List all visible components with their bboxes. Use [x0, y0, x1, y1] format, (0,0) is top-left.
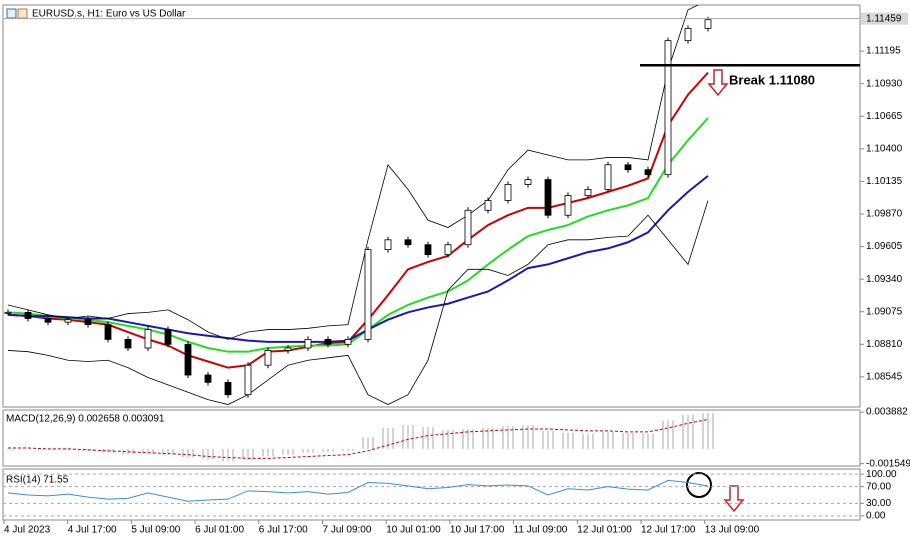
break-label: Break 1.11080	[729, 73, 815, 88]
candle	[204, 374, 212, 383]
y-tick-label: -0.001549	[866, 458, 910, 469]
candle	[544, 179, 552, 216]
x-tick-label: 7 Jul 09:00	[323, 525, 372, 536]
overlay: Break 1.11080	[640, 63, 860, 88]
x-tick-label: 11 Jul 09:00	[514, 525, 568, 536]
candle	[664, 40, 672, 176]
y-tick-label: 1.08545	[866, 372, 903, 383]
y-tick-label: 0.003882	[866, 407, 908, 418]
candle	[704, 19, 712, 29]
candle	[504, 184, 512, 201]
candle	[564, 195, 572, 216]
candle	[284, 347, 292, 351]
candle	[584, 189, 592, 196]
indicator-line	[7, 71, 709, 369]
candle	[84, 319, 92, 326]
main-panel-frame	[2, 4, 861, 408]
indicator-line	[7, 175, 709, 343]
x-tick-label: 10 Jul 17:00	[450, 525, 505, 536]
candle	[424, 244, 432, 255]
y-tick-label: 70.00	[866, 481, 891, 492]
candle	[644, 169, 652, 176]
y-tick-label: 1.11195	[866, 46, 901, 57]
candle	[184, 343, 192, 376]
y-tick-label: 1.09870	[866, 209, 903, 220]
indicator-line	[8, 419, 709, 459]
x-tick-label: 5 Jul 09:00	[131, 525, 180, 536]
x-tick-label: 10 Jul 01:00	[386, 525, 441, 536]
candle	[404, 239, 412, 246]
candle	[484, 200, 492, 211]
macd-panel-frame	[2, 409, 861, 467]
y-tick-label: 0.00	[866, 510, 886, 521]
candle	[124, 338, 132, 349]
x-tick-label: 12 Jul 17:00	[641, 525, 696, 536]
y-tick-label: 30.00	[866, 498, 891, 509]
indicator-line	[7, 479, 709, 502]
rsi-title: RSI(14) 71.55	[6, 475, 69, 486]
current-price-box	[861, 12, 908, 25]
candle	[224, 382, 232, 396]
y-tick-label: 1.10135	[866, 176, 903, 187]
candle	[24, 311, 32, 319]
candle	[64, 319, 72, 323]
candle	[464, 209, 472, 246]
x-tick-label: 4 Jul 2023	[4, 525, 51, 536]
x-tick-label: 4 Jul 17:00	[68, 525, 117, 536]
indicator-line	[7, 5, 699, 340]
candle	[264, 350, 272, 366]
y-tick-label: 1.10400	[866, 143, 903, 154]
candle	[344, 338, 352, 345]
y-tick-label: 1.10930	[866, 78, 903, 89]
candle	[444, 244, 452, 255]
y-tick-label: 1.08810	[866, 339, 903, 350]
candle	[324, 338, 332, 345]
y-tick-label: 100.00	[866, 469, 897, 480]
candle	[164, 329, 172, 345]
candle	[144, 329, 152, 349]
candle	[624, 164, 632, 171]
y-tick-label: 1.10665	[866, 111, 903, 122]
candle	[244, 364, 252, 396]
x-tick-label: 6 Jul 17:00	[259, 525, 308, 536]
candle	[44, 318, 52, 323]
candle	[104, 324, 112, 340]
candle	[384, 239, 392, 251]
candle	[4, 311, 12, 314]
y-tick-label: 1.09605	[866, 241, 903, 252]
indicator-line	[7, 117, 709, 353]
rsi-panel-frame	[2, 468, 861, 521]
x-tick-label: 13 Jul 09:00	[705, 525, 760, 536]
candle	[304, 338, 312, 349]
y-tick-label: 1.09075	[866, 306, 903, 317]
candle	[684, 27, 692, 42]
y-tick-label: 1.09340	[866, 274, 903, 285]
x-tick-label: 12 Jul 01:00	[577, 525, 632, 536]
main-plot	[4, 5, 712, 405]
down-arrow	[723, 485, 745, 513]
candle	[524, 179, 532, 185]
macd-title: MACD(12,26,9) 0.002658 0.003091	[6, 414, 165, 425]
window-title: EURUSD.s, H1: Euro vs US Dollar	[32, 9, 186, 20]
candle	[364, 249, 372, 340]
x-tick-label: 6 Jul 01:00	[195, 525, 244, 536]
indicator-line	[7, 200, 709, 405]
symbol-icon	[6, 8, 28, 19]
rsi-circle	[686, 472, 712, 498]
candle	[604, 164, 612, 190]
down-arrow	[707, 69, 729, 97]
current-price-label: 1.11459	[866, 13, 902, 24]
